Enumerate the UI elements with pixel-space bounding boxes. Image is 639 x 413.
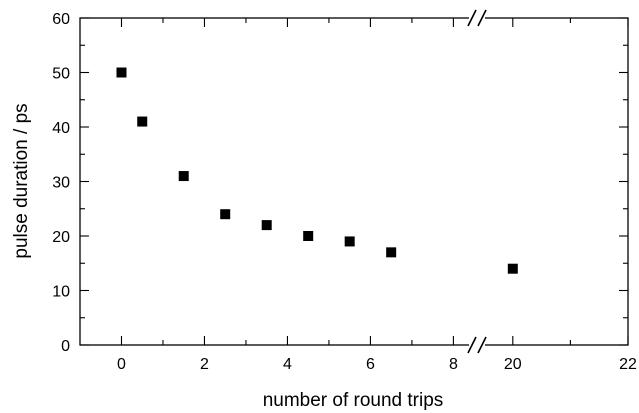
plot-axes: 0 10 20 30 40 50 60 0 2 4 6 8 20 22 — [52, 9, 637, 373]
y-tick-label: 0 — [61, 338, 70, 355]
data-point — [261, 220, 272, 231]
y-tick-label: 40 — [52, 120, 70, 137]
data-point — [303, 231, 314, 241]
x-tick-label: 6 — [366, 356, 375, 373]
data-point — [137, 116, 148, 127]
x-tick-label: 0 — [117, 356, 126, 373]
data-point — [116, 67, 127, 78]
plot-frame — [79, 17, 629, 346]
x-tick-label: 20 — [504, 356, 522, 373]
y-tick-label: 60 — [52, 11, 70, 28]
x-tick-label: 22 — [619, 356, 637, 373]
y-tick-label: 20 — [52, 229, 70, 246]
x-tick-label: 4 — [283, 356, 292, 373]
y-tick-label: 10 — [52, 284, 70, 301]
y-tick-label: 30 — [52, 175, 70, 192]
y-axis-title: pulse duration / ps — [11, 103, 32, 258]
y-tick-label: 50 — [52, 66, 70, 83]
data-point — [220, 209, 231, 220]
data-point — [344, 236, 355, 247]
x-axis-title: number of round trips — [263, 390, 444, 411]
axis-break-bottom — [467, 336, 487, 354]
data-point — [507, 263, 518, 274]
data-point — [386, 247, 397, 258]
data-points — [116, 67, 518, 274]
x-tick-label: 2 — [200, 356, 209, 373]
x-tick-label: 8 — [449, 356, 458, 373]
data-point — [178, 171, 189, 182]
axis-break-top — [467, 9, 487, 27]
